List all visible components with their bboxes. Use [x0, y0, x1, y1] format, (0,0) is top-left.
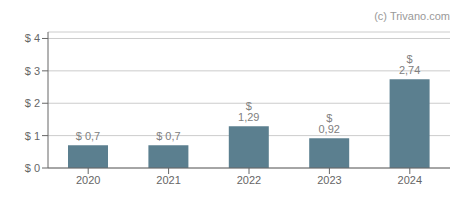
svg-text:2020: 2020	[76, 174, 100, 186]
svg-text:2023: 2023	[317, 174, 341, 186]
svg-text:$ 0: $ 0	[25, 162, 40, 174]
svg-text:$2,74: $2,74	[399, 53, 420, 76]
svg-text:$1,29: $1,29	[238, 100, 259, 123]
svg-text:$ 4: $ 4	[25, 32, 40, 44]
svg-text:$0,92: $0,92	[318, 112, 339, 135]
svg-text:$ 2: $ 2	[25, 97, 40, 109]
svg-text:2024: 2024	[398, 174, 422, 186]
svg-text:2022: 2022	[237, 174, 261, 186]
html-text:(c) Trivano.com: (c) Trivano.com	[374, 10, 450, 22]
svg-text:$ 1: $ 1	[25, 130, 40, 142]
svg-text:$ 3: $ 3	[25, 65, 40, 77]
svg-text:$ 0,7: $ 0,7	[156, 130, 180, 142]
svg-text:2021: 2021	[156, 174, 180, 186]
svg-text:$ 0,7: $ 0,7	[76, 130, 100, 142]
